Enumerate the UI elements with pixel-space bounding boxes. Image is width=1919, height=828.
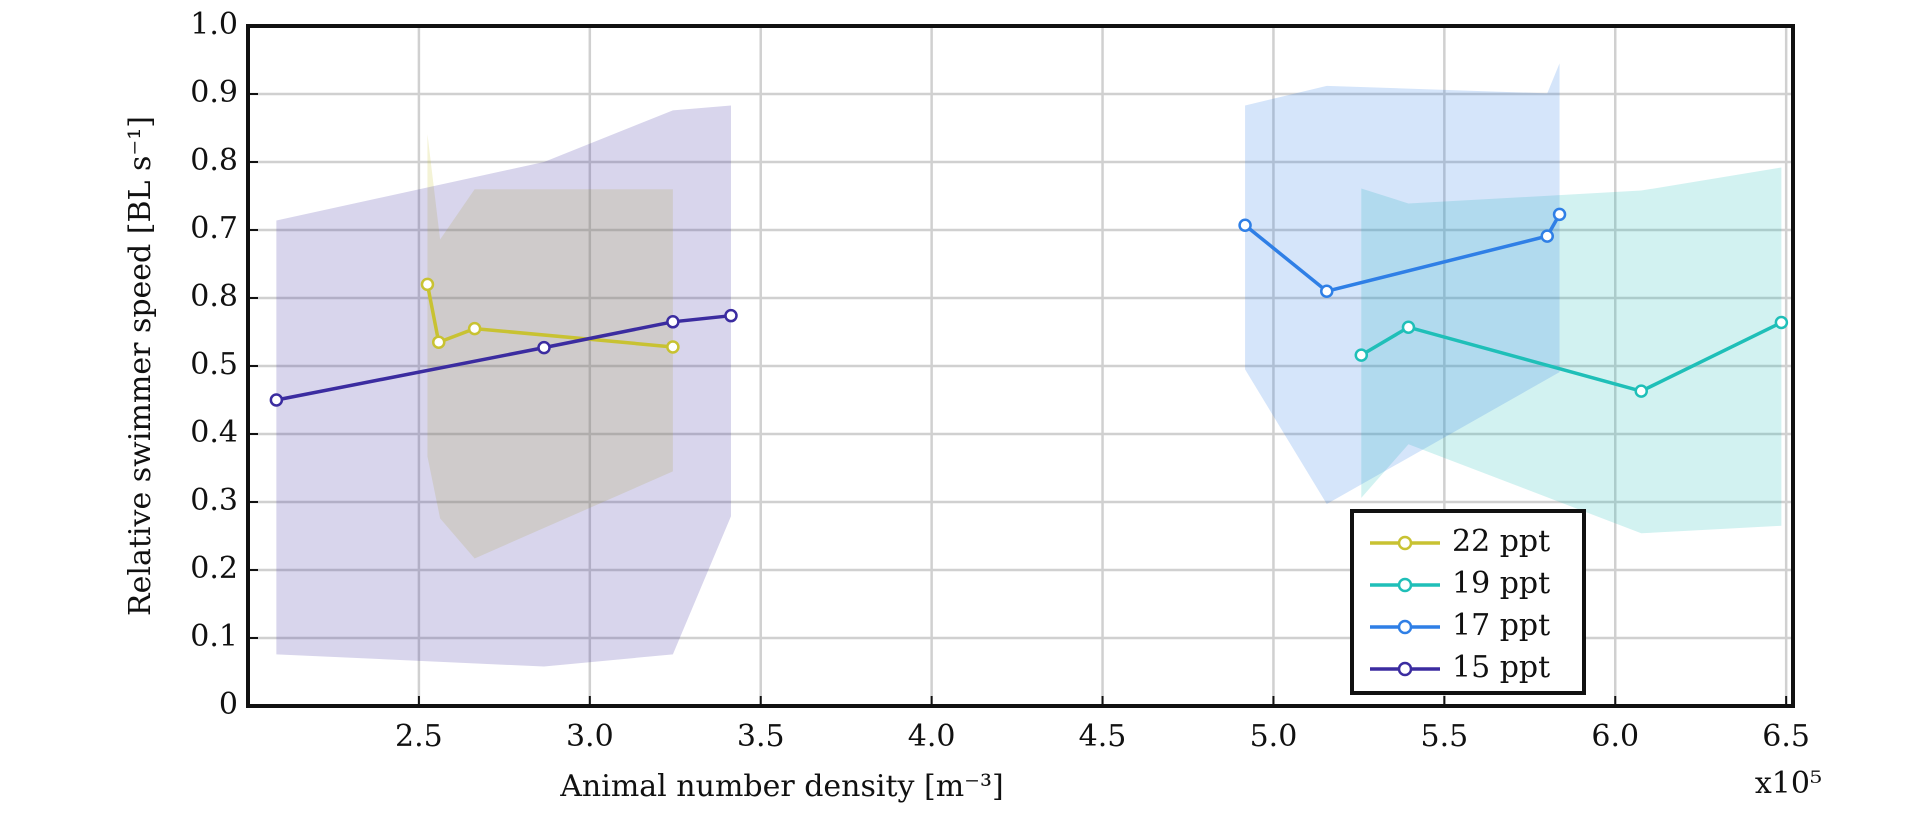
- legend: 22 ppt 19 ppt 17 ppt 15 ppt: [1350, 509, 1586, 695]
- data-point: [467, 321, 482, 336]
- data-point: [431, 335, 446, 349]
- data-point: [420, 277, 435, 292]
- x-tick-label: 2.5: [395, 719, 443, 754]
- y-tick-label: 0.2: [190, 551, 238, 586]
- legend-marker: [1397, 577, 1413, 593]
- series-line: [1360, 320, 1783, 394]
- y-tick-label: 0.1: [190, 619, 238, 654]
- legend-label: 17 ppt: [1452, 608, 1550, 643]
- x-tick-label: 3.5: [737, 719, 785, 754]
- plot-frame: [246, 24, 1795, 708]
- x-tick-label: 4.0: [908, 719, 956, 754]
- legend-marker: [1397, 535, 1413, 551]
- data-point: [269, 393, 284, 407]
- y-tick-label: 0.9: [190, 75, 238, 110]
- y-tick-label: 0.5: [190, 347, 238, 382]
- data-point: [666, 340, 680, 354]
- x-multiplier: x10⁵: [1755, 766, 1822, 801]
- data-point: [1320, 284, 1334, 298]
- legend-label: 15 ppt: [1452, 650, 1550, 685]
- error-band: [1361, 167, 1782, 534]
- series-line: [276, 313, 732, 402]
- data-point: [1354, 348, 1369, 362]
- x-tick-label: 5.5: [1420, 719, 1468, 754]
- y-axis-label: Relative swimmer speed [BL s⁻¹]: [123, 116, 158, 616]
- y-tick-label: 1.0: [190, 7, 238, 42]
- y-tick-label: 0.8: [190, 143, 238, 178]
- series-line: [1243, 213, 1562, 294]
- x-axis-label: Animal number density [m⁻³]: [559, 769, 1004, 804]
- series-line: [425, 284, 674, 349]
- data-point: [1238, 218, 1252, 232]
- data-point: [666, 315, 680, 329]
- y-tick-label: 0.4: [190, 415, 238, 450]
- x-tick-label: 5.0: [1250, 719, 1298, 754]
- error-band: [1245, 63, 1560, 505]
- y-tick-label: 0.8: [190, 279, 238, 314]
- x-tick-label: 3.0: [566, 719, 614, 754]
- x-tick-label: 4.5: [1079, 719, 1127, 754]
- data-point: [1552, 207, 1567, 222]
- data-point: [724, 308, 738, 323]
- data-point: [1540, 229, 1554, 243]
- data-point: [537, 340, 551, 355]
- data-point: [1774, 315, 1789, 330]
- legend-label: 19 ppt: [1452, 566, 1550, 601]
- x-tick-label: 6.5: [1762, 719, 1810, 754]
- legend-marker: [1397, 619, 1413, 635]
- legend-label: 22 ppt: [1452, 524, 1550, 559]
- y-tick-label: 0.7: [190, 211, 238, 246]
- data-point: [1401, 320, 1416, 334]
- x-tick-label: 6.0: [1591, 719, 1639, 754]
- y-tick-label: 0: [219, 687, 238, 722]
- data-point: [1634, 384, 1648, 398]
- error-band: [276, 105, 731, 667]
- y-tick-label: 0.3: [190, 483, 238, 518]
- legend-marker: [1397, 661, 1413, 677]
